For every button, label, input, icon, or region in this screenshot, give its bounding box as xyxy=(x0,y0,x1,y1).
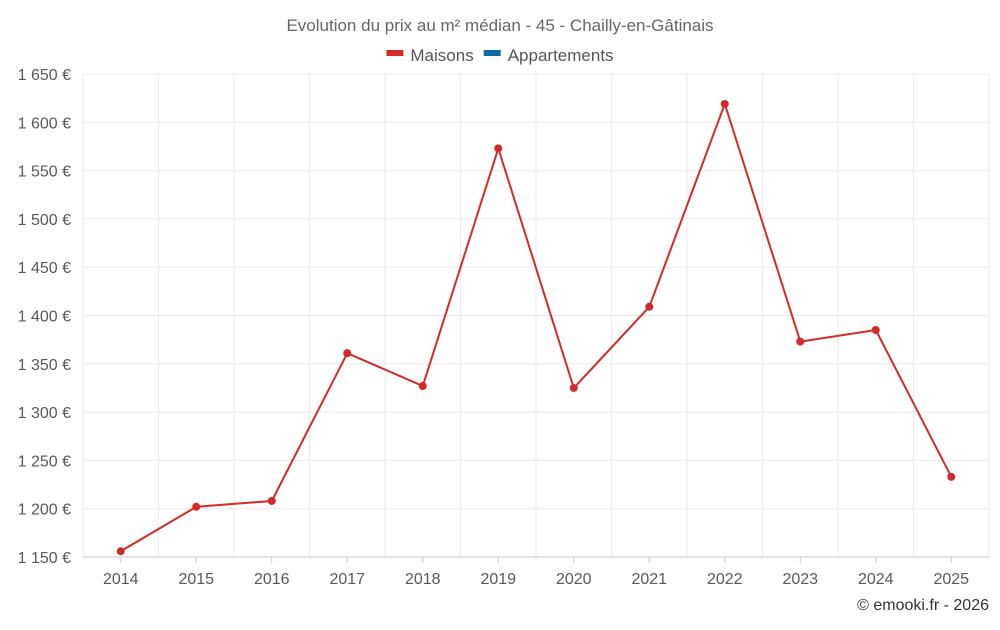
x-tick-label: 2022 xyxy=(707,571,743,588)
y-tick-label: 1 250 € xyxy=(18,453,71,470)
y-tick-label: 1 600 € xyxy=(18,115,71,132)
data-point xyxy=(569,383,578,392)
data-point xyxy=(645,302,654,311)
series-layer xyxy=(116,99,956,556)
legend-swatch xyxy=(483,50,501,56)
x-tick-label: 2016 xyxy=(254,571,290,588)
y-tick-label: 1 450 € xyxy=(18,260,71,277)
legend-swatch xyxy=(386,50,404,56)
data-point xyxy=(192,502,201,511)
data-point xyxy=(947,472,956,481)
data-point xyxy=(494,144,503,153)
y-tick-label: 1 350 € xyxy=(18,357,71,374)
x-tick-label: 2019 xyxy=(480,571,516,588)
legend-item-appartements: Appartements xyxy=(483,46,614,65)
legend: Maisons Appartements xyxy=(386,46,614,65)
x-tick-label: 2025 xyxy=(933,571,969,588)
x-tick-label: 2017 xyxy=(329,571,365,588)
x-tick-label: 2020 xyxy=(556,571,592,588)
y-tick-label: 1 500 € xyxy=(18,212,71,229)
y-tick-label: 1 300 € xyxy=(18,405,71,422)
data-point xyxy=(267,496,276,505)
data-point xyxy=(796,337,805,346)
y-tick-label: 1 150 € xyxy=(18,550,71,567)
legend-item-maisons: Maisons xyxy=(386,46,474,65)
data-point xyxy=(116,547,125,556)
y-tick-label: 1 200 € xyxy=(18,502,71,519)
x-tick-label: 2023 xyxy=(782,571,818,588)
legend-label: Maisons xyxy=(410,46,473,65)
y-tick-label: 1 400 € xyxy=(18,309,71,326)
x-tick-label: 2024 xyxy=(858,571,894,588)
data-point xyxy=(418,382,427,391)
data-point xyxy=(343,349,352,358)
y-tick-label: 1 650 € xyxy=(18,67,71,84)
axes: 1 150 € 1 200 € 1 250 € 1 300 € 1 350 € 1 400… xyxy=(18,67,989,588)
grid xyxy=(82,73,990,557)
x-tick-label: 2014 xyxy=(103,571,139,588)
x-tick-label: 2018 xyxy=(405,571,441,588)
legend-label: Appartements xyxy=(508,46,614,65)
x-tick-label: 2015 xyxy=(178,571,214,588)
data-point xyxy=(720,99,729,108)
series-line-maisons xyxy=(120,102,953,553)
legend-items: Maisons Appartements xyxy=(386,46,614,65)
x-tick-label: 2021 xyxy=(631,571,667,588)
y-tick-label: 1 550 € xyxy=(18,164,71,181)
chart-title: Evolution du prix au m² médian - 45 - Ch… xyxy=(286,16,713,35)
copyright-text: © emooki.fr - 2026 xyxy=(857,597,989,614)
data-point xyxy=(871,325,880,334)
